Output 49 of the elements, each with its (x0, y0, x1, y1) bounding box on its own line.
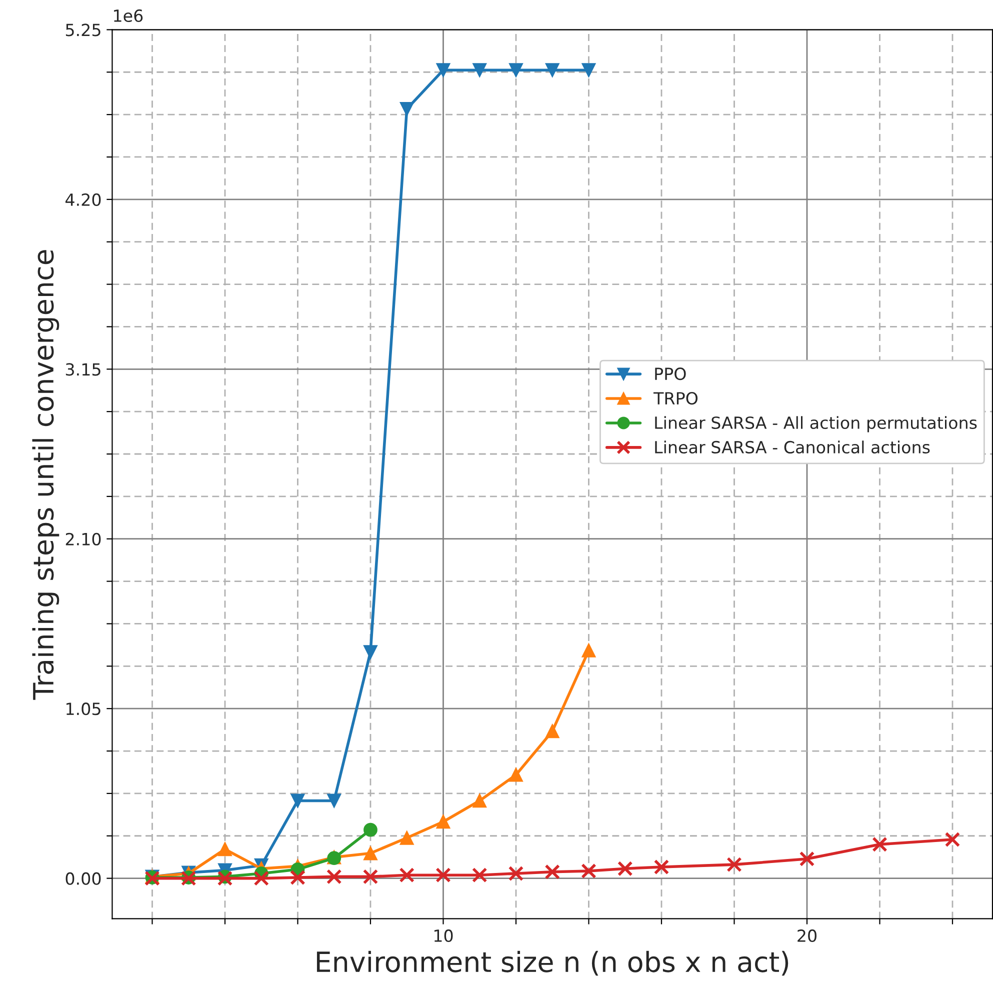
point (582, 643, 596, 658)
point (364, 822, 378, 837)
y-axis-title: Training steps until convergence (32, 250, 60, 700)
point (654, 859, 670, 875)
point (472, 794, 487, 808)
point (364, 645, 378, 659)
point (362, 869, 378, 884)
point (509, 768, 523, 782)
point (326, 869, 342, 884)
point (327, 794, 342, 808)
point (581, 863, 596, 879)
point (254, 870, 269, 886)
point (544, 864, 560, 880)
point (290, 870, 306, 886)
x-tick-label: 10 (434, 929, 453, 942)
point (472, 867, 488, 883)
y-tick-label: 5.25 (66, 24, 100, 36)
point (400, 830, 414, 845)
point (944, 832, 960, 848)
point (472, 63, 487, 78)
point (617, 860, 633, 876)
point (436, 867, 451, 883)
point (399, 867, 414, 883)
point (400, 102, 414, 116)
point (436, 814, 450, 829)
legend-label: TRPO (653, 392, 698, 405)
point (799, 851, 815, 867)
legend-label: Linear SARSA - All action permutations (655, 416, 977, 432)
point (364, 846, 378, 860)
legend-label: Linear SARSA - Canonical actions (655, 440, 930, 454)
legend-label: PPO (655, 368, 686, 380)
y-tick-label: 1.05 (66, 702, 100, 716)
y-tick-label: 4.20 (66, 193, 101, 206)
point (872, 836, 888, 852)
point (508, 866, 524, 882)
y-tick-label: 2.10 (66, 532, 101, 546)
point (726, 856, 742, 872)
point (290, 794, 305, 808)
point (218, 842, 232, 856)
y-tick-label: 0.00 (66, 872, 101, 885)
x-tick-label: 20 (798, 929, 816, 942)
point (436, 63, 450, 78)
point (545, 724, 560, 738)
point (545, 63, 560, 78)
point (582, 63, 596, 78)
point (509, 63, 523, 78)
text: 1e6 (114, 9, 143, 22)
x-axis-title: Environment size n (n obs x n act) (316, 950, 788, 976)
y-tick-label: 3.15 (66, 363, 100, 376)
